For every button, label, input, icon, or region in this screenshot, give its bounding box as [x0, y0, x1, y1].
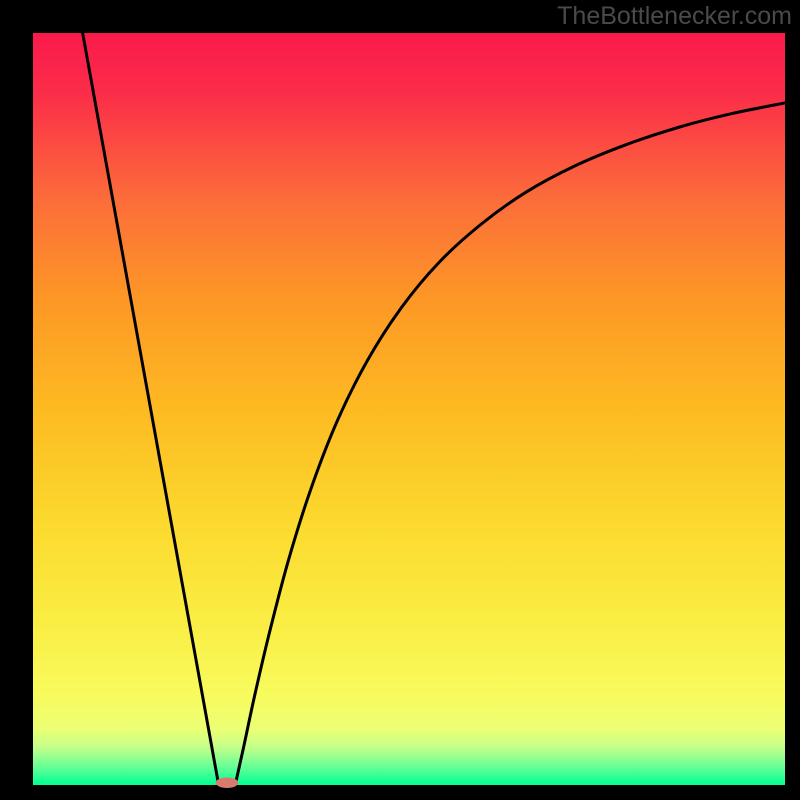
attribution-text: TheBottlenecker.com	[557, 2, 792, 31]
bottleneck-chart	[0, 0, 800, 800]
chart-svg	[0, 0, 800, 800]
